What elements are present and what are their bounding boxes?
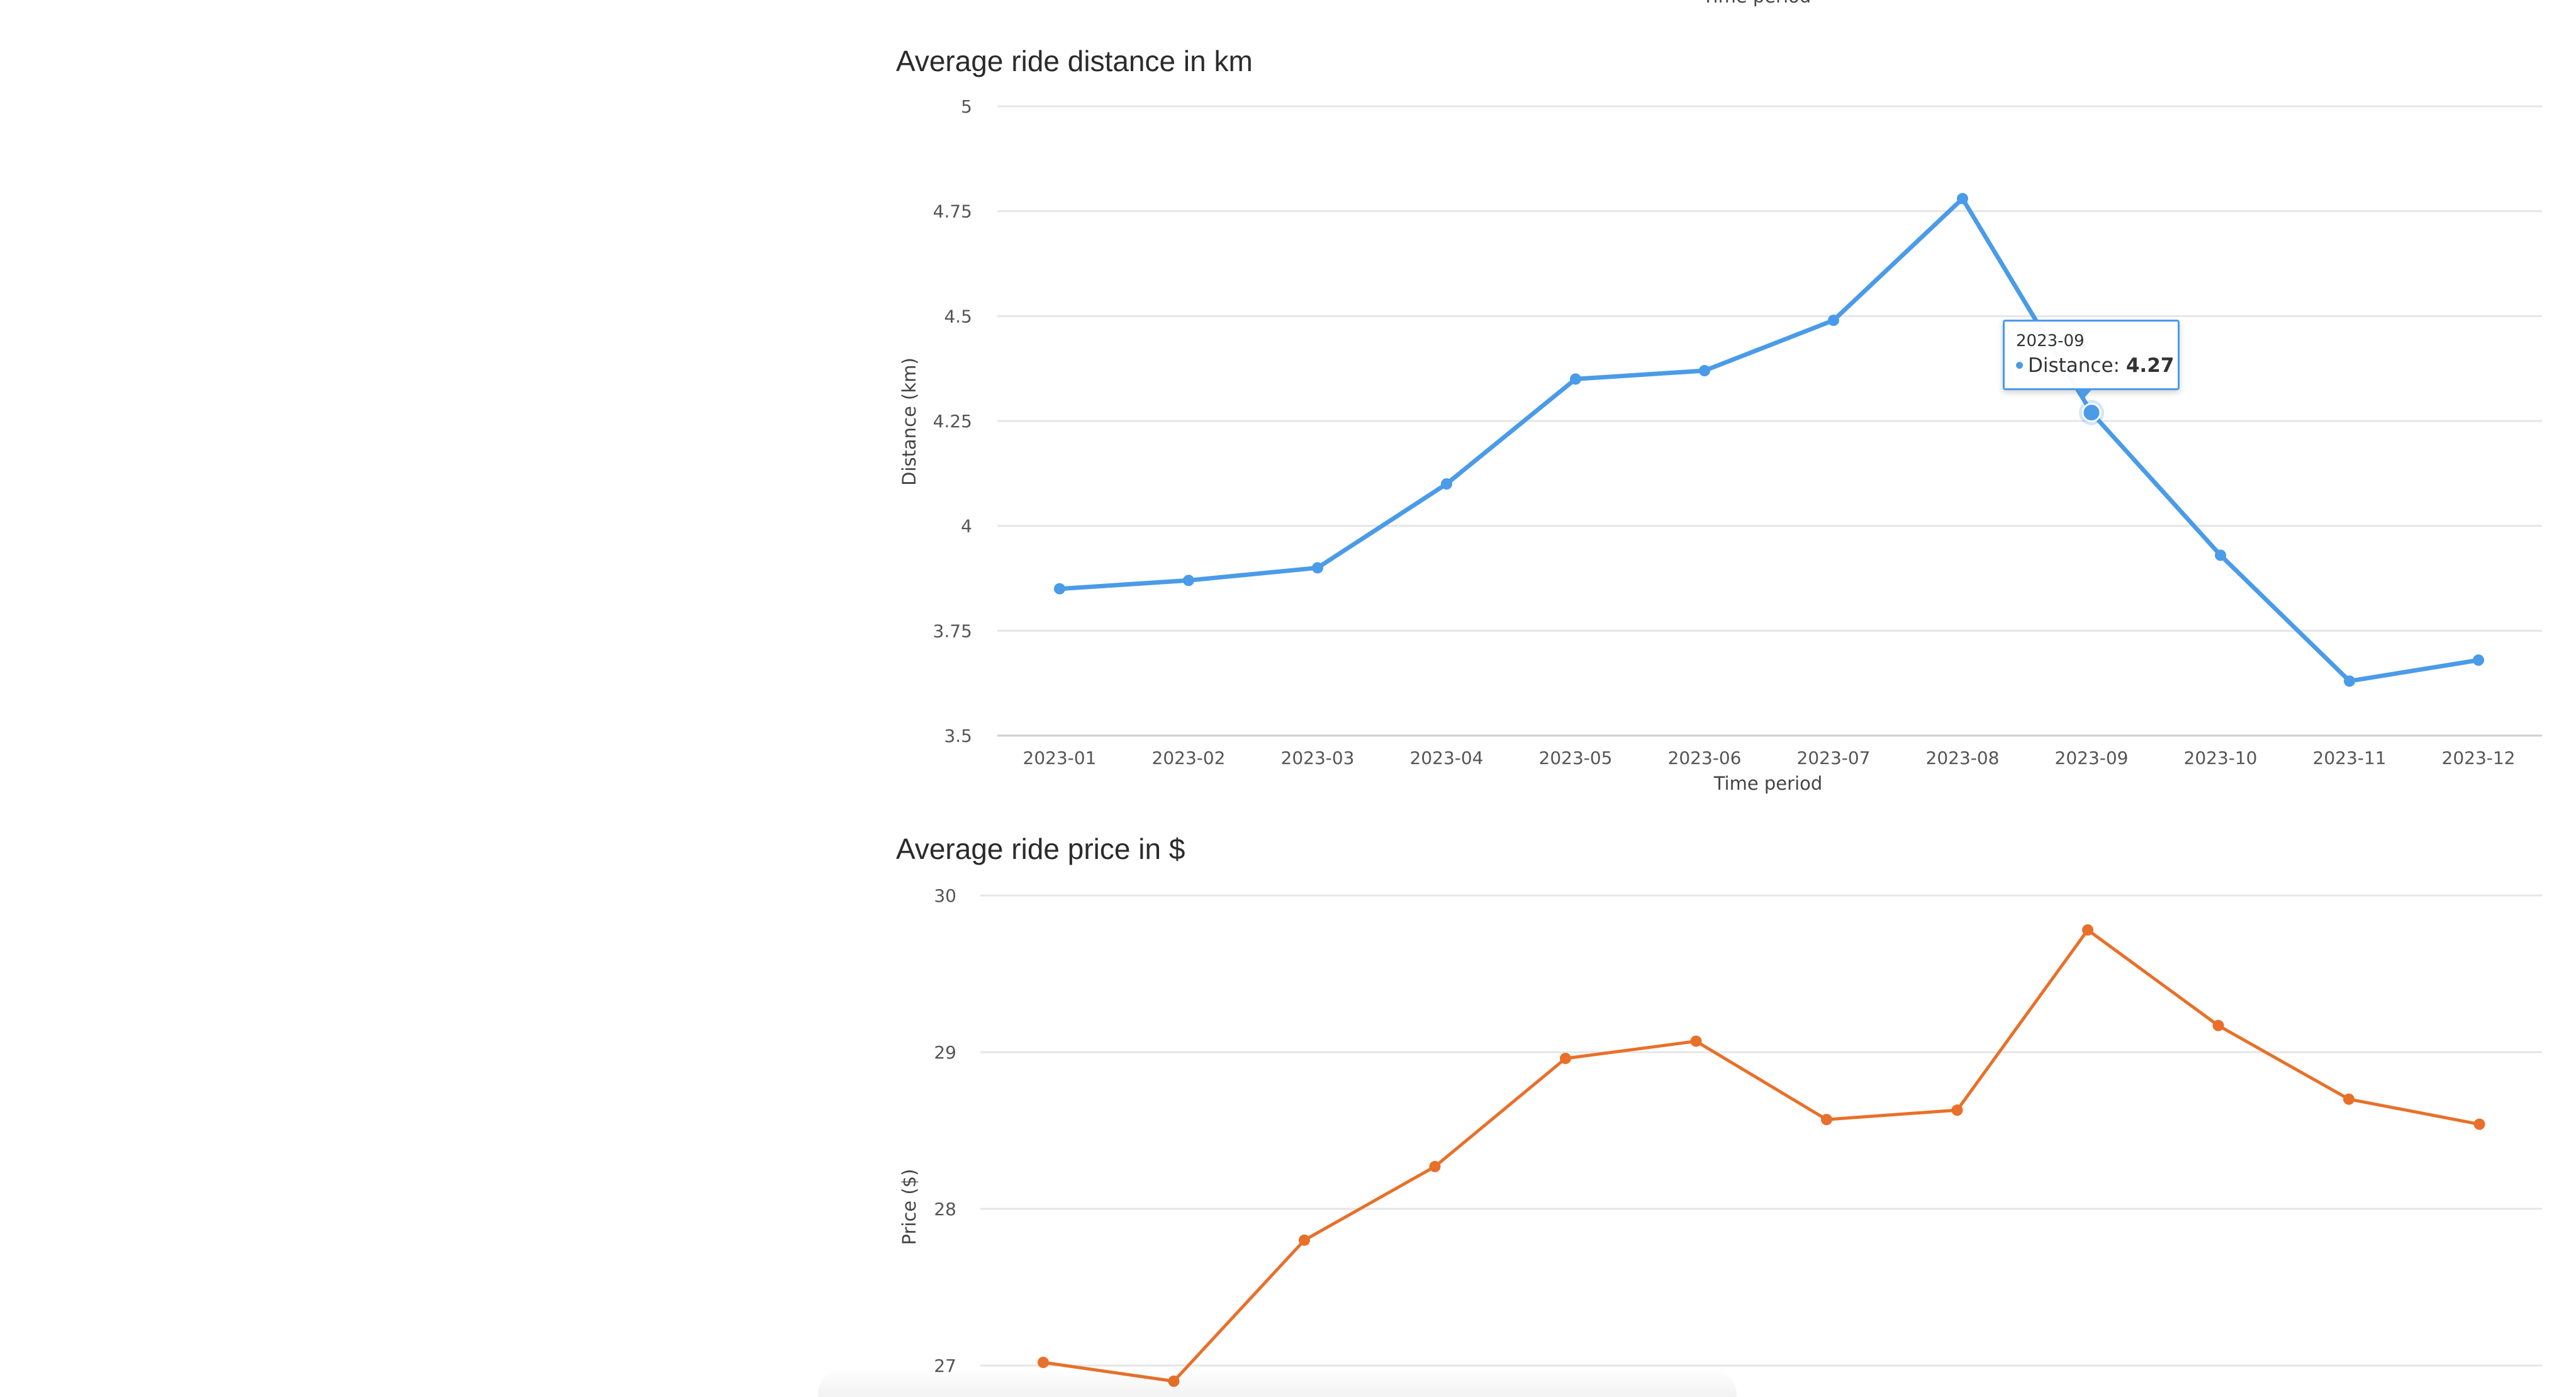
distance-x-tick-label: 2023-01: [1023, 748, 1097, 768]
distance-data-point[interactable]: [1570, 373, 1581, 385]
price-data-point[interactable]: [1951, 1104, 1963, 1116]
tooltip-category: 2023-09: [2016, 332, 2085, 351]
price-y-tick-label: 28: [934, 1199, 956, 1220]
distance-x-axis-title: Time period: [1713, 773, 1823, 794]
price-y-tick-label: 27: [934, 1355, 956, 1376]
distance-chart: Average ride distance in km 3.5 3.75 4 4.25…: [896, 45, 2542, 794]
distance-y-tick-label: 3.5: [944, 726, 972, 746]
distance-data-point[interactable]: [2215, 549, 2226, 561]
distance-x-tick-label: 2023-11: [2313, 748, 2387, 768]
distance-data-point[interactable]: [1957, 193, 1968, 205]
price-data-point[interactable]: [1560, 1052, 1571, 1064]
distance-x-tick-label: 2023-05: [1539, 748, 1613, 768]
price-data-point[interactable]: [1299, 1234, 1310, 1246]
price-chart-title: Average ride price in $: [896, 833, 1185, 865]
tooltip-caret: [2075, 388, 2093, 398]
distance-data-point[interactable]: [1441, 478, 1452, 490]
tooltip-series-marker: [2016, 362, 2023, 369]
distance-x-tick-label: 2023-07: [1797, 748, 1871, 768]
distance-data-point[interactable]: [1312, 562, 1323, 574]
distance-series-line: [1059, 196, 2479, 683]
price-y-axis-title: Price ($): [899, 1169, 920, 1245]
top-fragment: Time period: [1702, 0, 1812, 7]
price-data-point[interactable]: [2212, 1019, 2224, 1031]
distance-y-tick-label: 3.75: [933, 620, 972, 641]
price-data-point[interactable]: [2082, 924, 2093, 936]
distance-x-tick-label: 2023-04: [1410, 748, 1484, 768]
distance-x-tick-label: 2023-08: [1926, 748, 2000, 768]
distance-data-point-hovered[interactable]: [2081, 403, 2102, 423]
distance-chart-svg: 3.5 3.75 4 4.25 4.5 4.75 5 2023-01 2023-02 2023-…: [899, 96, 2542, 794]
distance-tooltip: 2023-09 Distance: 4.27: [2003, 320, 2180, 390]
price-data-point[interactable]: [1821, 1114, 1832, 1126]
price-series-line: [1043, 928, 2480, 1383]
distance-x-tick-label: 2023-10: [2184, 748, 2258, 768]
distance-x-tick-label: 2023-03: [1281, 748, 1355, 768]
distance-data-point[interactable]: [1828, 315, 1839, 326]
distance-x-tick-label: 2023-12: [2442, 748, 2516, 768]
distance-data-point[interactable]: [2473, 654, 2484, 666]
price-data-point[interactable]: [1690, 1035, 1702, 1047]
price-data-point[interactable]: [1168, 1375, 1180, 1387]
distance-y-axis-title: Distance (km): [899, 357, 920, 486]
price-data-point[interactable]: [1038, 1357, 1049, 1369]
distance-data-point[interactable]: [1183, 575, 1194, 586]
distance-x-tick-label: 2023-06: [1668, 748, 1742, 768]
distance-chart-title: Average ride distance in km: [896, 45, 1253, 77]
distance-y-tick-label: 4.25: [933, 411, 972, 432]
distance-data-point[interactable]: [2344, 675, 2355, 687]
distance-y-tick-label: 5: [961, 96, 972, 117]
price-data-point[interactable]: [2473, 1118, 2485, 1130]
price-y-tick-label: 30: [934, 885, 956, 906]
distance-data-point[interactable]: [1054, 583, 1065, 595]
tooltip-value: 4.27: [2125, 354, 2175, 377]
price-data-point[interactable]: [1429, 1160, 1441, 1172]
distance-x-tick-label: 2023-09: [2055, 748, 2129, 768]
price-y-tick-label: 29: [934, 1042, 956, 1063]
distance-x-tick-label: 2023-02: [1152, 748, 1226, 768]
price-data-point[interactable]: [2343, 1093, 2355, 1105]
top-fragment-xlabel: Time period: [1702, 0, 1812, 7]
distance-data-point[interactable]: [1699, 365, 1710, 376]
distance-y-tick-label: 4.5: [944, 306, 972, 327]
distance-y-tick-label: 4.75: [933, 201, 972, 222]
tooltip-row: Distance: 4.27: [2016, 354, 2174, 377]
tooltip-label: Distance:: [2028, 354, 2120, 377]
distance-y-tick-label: 4: [961, 516, 972, 537]
